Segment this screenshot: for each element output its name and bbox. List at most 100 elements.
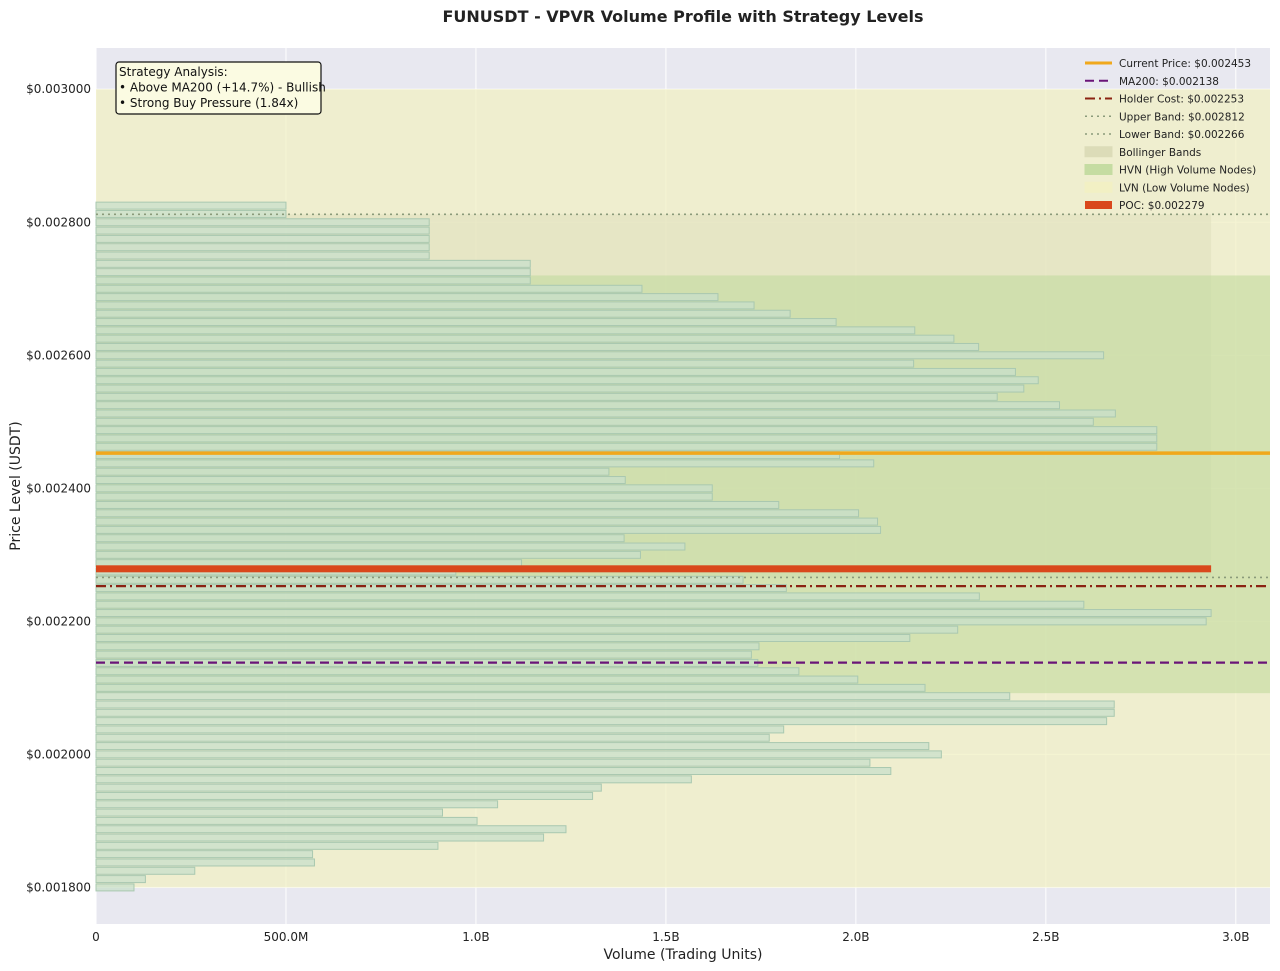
x-axis-label: Volume (Trading Units) — [603, 947, 762, 963]
volume-bar — [95, 667, 800, 676]
legend-label: Upper Band: $0.002812 — [1119, 111, 1245, 123]
volume-bar — [95, 525, 882, 534]
volume-bar — [95, 509, 860, 518]
volume-bar — [95, 359, 915, 368]
y-tick-label: $0.001800 — [26, 880, 91, 894]
volume-bar — [95, 201, 287, 210]
y-axis-label: Price Level (USDT) — [8, 421, 24, 550]
volume-bar — [95, 800, 499, 809]
volume-bar — [95, 625, 959, 634]
volume-bar — [95, 517, 879, 526]
volume-bar — [95, 234, 430, 243]
x-tick-label: 1.0B — [462, 930, 489, 944]
volume-bar — [95, 841, 439, 850]
x-tick-label: 0 — [92, 930, 100, 944]
volume-bar — [95, 542, 686, 551]
legend-swatch — [1084, 164, 1113, 175]
volume-bar — [95, 442, 1158, 451]
x-tick-label: 1.5B — [652, 930, 679, 944]
volume-bar — [95, 717, 1108, 726]
volume-bar — [95, 467, 610, 476]
volume-bar — [95, 758, 871, 767]
legend-label: LVN (Low Volume Nodes) — [1119, 182, 1250, 194]
volume-bar — [95, 883, 135, 892]
x-tick-label: 2.5B — [1032, 930, 1059, 944]
volume-bar — [95, 417, 1094, 426]
y-tick-label: $0.002400 — [26, 481, 91, 495]
volume-bar — [95, 209, 287, 218]
volume-bar — [95, 476, 626, 485]
volume-bar — [95, 401, 1061, 410]
volume-bar — [95, 218, 430, 227]
volume-bar — [95, 492, 713, 501]
volume-bar — [95, 650, 752, 659]
volume-bar — [95, 251, 430, 260]
volume-bar — [95, 866, 196, 875]
legend-label: Lower Band: $0.002266 — [1119, 129, 1245, 141]
volume-bar — [95, 276, 531, 285]
volume-bar — [95, 617, 1207, 626]
y-tick-label: $0.002600 — [26, 348, 91, 362]
volume-bar — [95, 592, 980, 601]
volume-bar — [95, 600, 1085, 609]
volume-bar — [95, 426, 1158, 435]
volume-bar — [95, 708, 1115, 717]
volume-bar — [95, 816, 478, 825]
volume-bar — [95, 584, 787, 593]
legend-label: POC: $0.002279 — [1119, 200, 1205, 212]
volume-bar — [95, 633, 911, 642]
volume-bar — [95, 259, 531, 268]
volume-bar — [95, 750, 942, 759]
volume-bar — [95, 875, 146, 884]
legend-swatch — [1084, 181, 1113, 193]
volume-bar — [95, 683, 926, 692]
x-axis-ticks: 0 500.0M 1.0B 1.5B 2.0B 2.5B 3.0B — [92, 930, 1249, 944]
volume-bar — [95, 409, 1116, 418]
volume-bar — [95, 733, 770, 742]
volume-bar — [95, 609, 1212, 618]
volume-bar — [95, 550, 641, 559]
legend-swatch — [1085, 201, 1112, 209]
volume-bar — [95, 850, 314, 859]
annotation-line: • Strong Buy Pressure (1.84x) — [119, 96, 298, 110]
volume-bar — [95, 268, 531, 277]
volume-bar — [95, 767, 892, 776]
volume-bar — [95, 342, 980, 351]
volume-bar — [95, 575, 744, 584]
volume-bar — [95, 243, 430, 252]
y-tick-label: $0.002000 — [26, 747, 91, 761]
volume-bar — [95, 367, 1016, 376]
annotation-line: • Above MA200 (+14.7%) - Bullish — [119, 81, 326, 95]
volume-bar — [95, 293, 719, 302]
volume-bar — [95, 351, 1105, 360]
volume-bar — [95, 500, 780, 509]
poc-bar — [96, 565, 1212, 573]
volume-bar — [95, 318, 837, 327]
volume-bar — [95, 833, 545, 842]
volume-bar — [95, 384, 1025, 393]
volume-bar — [95, 791, 594, 800]
y-tick-label: $0.002200 — [26, 614, 91, 628]
volume-bar — [95, 808, 444, 817]
legend-swatch — [1084, 146, 1113, 158]
y-tick-label: $0.003000 — [26, 82, 91, 96]
volume-bar — [95, 284, 643, 293]
volume-bar — [95, 226, 430, 235]
legend-label: Bollinger Bands — [1119, 147, 1201, 159]
x-tick-label: 3.0B — [1222, 930, 1249, 944]
volume-bar — [95, 326, 916, 335]
volume-bar — [95, 858, 315, 867]
volume-bar — [95, 825, 567, 834]
volume-bar — [95, 434, 1158, 443]
volume-bar — [95, 484, 713, 493]
chart-title: FUNUSDT - VPVR Volume Profile with Strat… — [442, 7, 923, 26]
volume-bar — [95, 392, 998, 401]
legend-label: Current Price: $0.002453 — [1119, 58, 1251, 70]
volume-bar — [95, 459, 875, 468]
volume-bar — [95, 534, 625, 543]
annotation-box — [115, 61, 322, 115]
legend-label: Holder Cost: $0.002253 — [1119, 94, 1244, 106]
volume-bar — [95, 700, 1115, 709]
volume-bar — [95, 742, 930, 751]
